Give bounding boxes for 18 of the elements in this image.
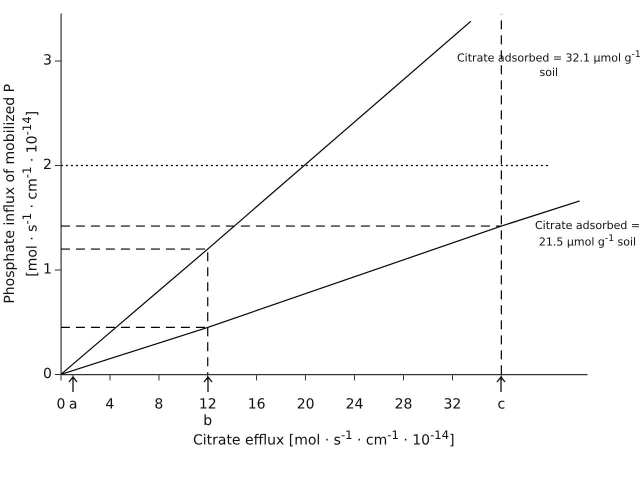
y-tick-label: 1 bbox=[42, 262, 52, 278]
x-tick-label: 16 bbox=[248, 396, 266, 412]
series-label: Citrate adsorbed = 21.5 µmol g$^{-1}$ soil bbox=[535, 218, 640, 250]
x-tick-label: a bbox=[68, 396, 78, 412]
y-tick-label: 2 bbox=[42, 157, 52, 174]
y-tick-label: 0 bbox=[42, 366, 52, 382]
x-tick-label: 8 bbox=[154, 396, 164, 412]
x-tick-label: 32 bbox=[444, 396, 462, 412]
text: Citrate adsorbed = 32.1 µmol g$^{-1}$ soil bbox=[457, 49, 641, 79]
x-tick-label: 12 b bbox=[198, 396, 217, 430]
x-tick-label: c bbox=[498, 396, 506, 412]
x-axis-title: Citrate efflux [mol · s$^{-1}$ · cm$^{-1}$ · 10$^{-14}$] bbox=[192, 428, 455, 451]
x-tick-label: 0 bbox=[56, 396, 66, 412]
x-tick-label: 28 bbox=[394, 396, 412, 412]
x-tick-label: 4 bbox=[105, 396, 114, 412]
x-tick-label: 24 bbox=[346, 396, 364, 412]
x-tick-label: 20 bbox=[296, 396, 315, 412]
y-tick-label: 3 bbox=[42, 52, 52, 69]
